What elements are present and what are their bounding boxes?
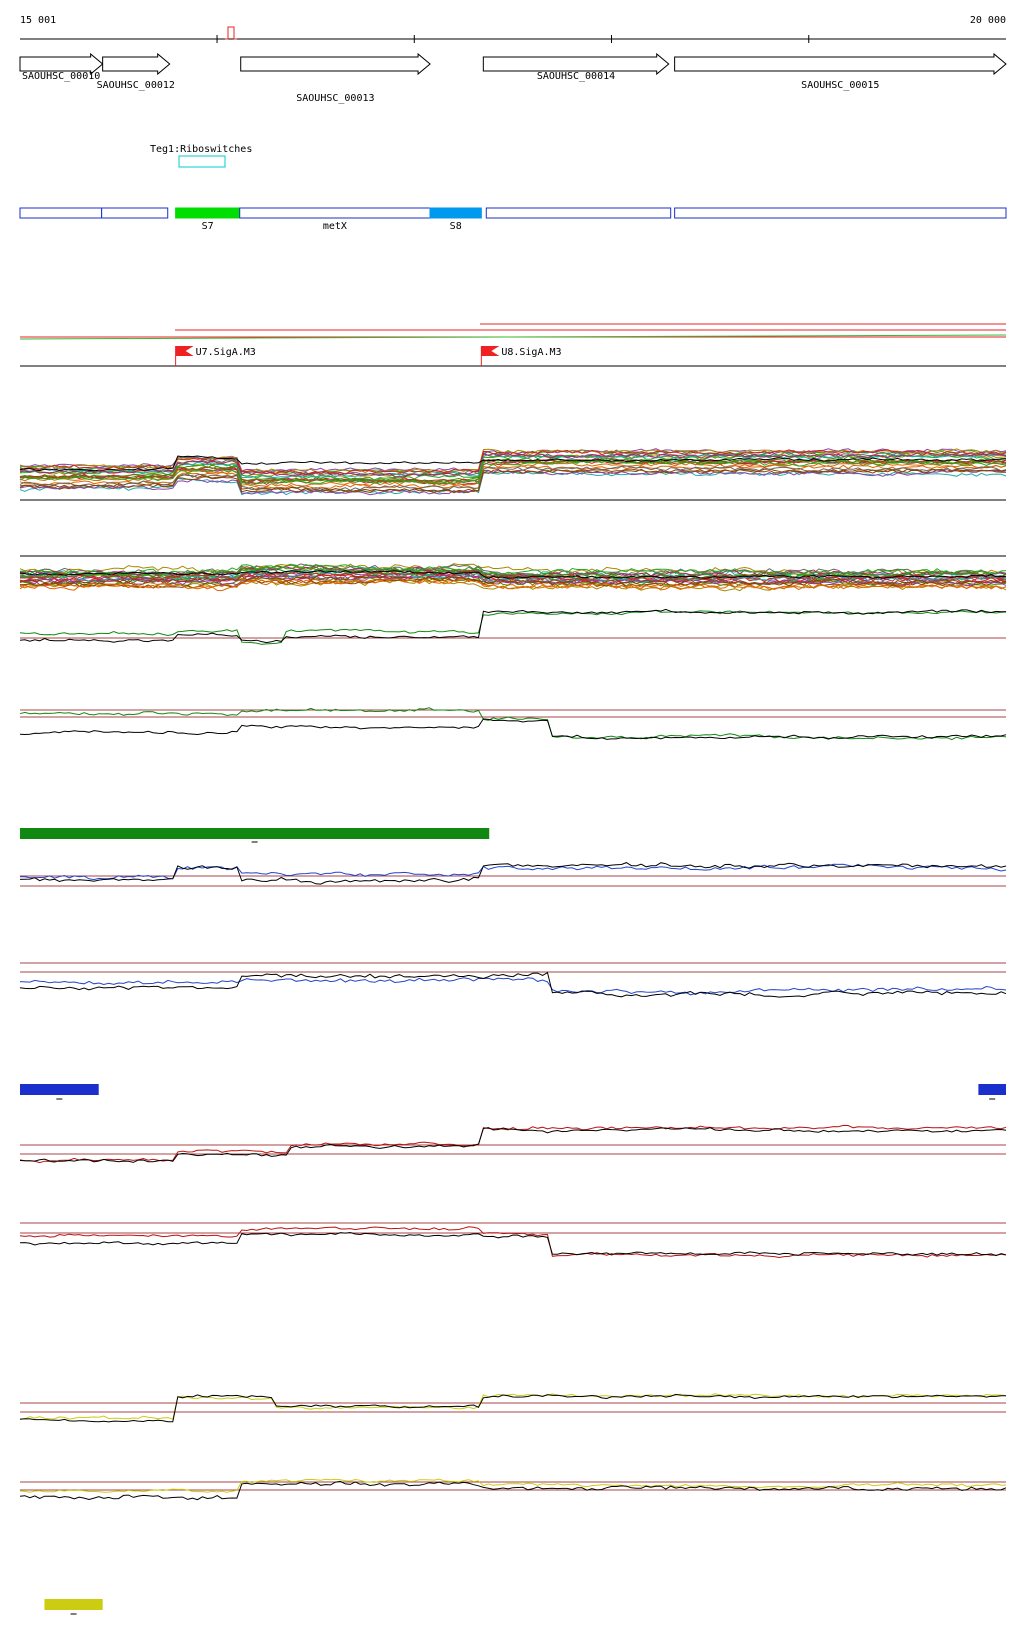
- expression-line: [19, 1393, 1007, 1420]
- segment-box[interactable]: [485, 207, 672, 219]
- ruler-marker: [225, 26, 237, 40]
- condition-bar[interactable]: [978, 1084, 1006, 1095]
- teg-label: Teg1:Riboswitches: [150, 144, 252, 155]
- ruler-ticks: [216, 35, 810, 43]
- expression-line: [19, 570, 1007, 579]
- gene-arrow[interactable]: [102, 52, 171, 76]
- expression-line: [19, 1480, 1007, 1501]
- gene-arrow[interactable]: [674, 52, 1007, 76]
- ruler-end-label: 20 000: [970, 15, 1006, 26]
- segment-box[interactable]: [175, 207, 241, 219]
- expression-line: [19, 609, 1007, 645]
- promoter-label: U7.SigA.M3: [196, 347, 256, 358]
- expression-line: [20, 569, 1007, 582]
- expression-tracks: [19, 448, 1007, 1501]
- expression-line: [19, 1226, 1007, 1259]
- gene-label: SAOUHSC_00010: [22, 71, 100, 82]
- gene-arrow[interactable]: [240, 52, 431, 76]
- expression-line: [19, 464, 1007, 490]
- expression-line: [19, 459, 1007, 485]
- condition-bars: [20, 828, 1006, 1615]
- expression-line: [19, 563, 1007, 576]
- condition-bar[interactable]: [20, 828, 490, 839]
- teg-feature-box[interactable]: [178, 155, 226, 168]
- gene-label: SAOUHSC_00014: [537, 71, 615, 82]
- expression-line: [19, 1124, 1007, 1164]
- expression-line: [19, 455, 1007, 472]
- gene-arrow[interactable]: [482, 52, 670, 76]
- expression-line: [19, 465, 1007, 491]
- promoter-label: U8.SigA.M3: [501, 347, 561, 358]
- segment-box[interactable]: [239, 207, 431, 219]
- promoter-flag-icon[interactable]: [175, 346, 194, 356]
- expression-line: [19, 1478, 1007, 1493]
- expression-line: [19, 1231, 1007, 1257]
- segment-box[interactable]: [101, 207, 169, 219]
- expression-line: [19, 971, 1007, 998]
- expression-line: [19, 573, 1007, 586]
- segment-box[interactable]: [429, 207, 482, 219]
- expression-line: [19, 1393, 1007, 1423]
- condition-bar[interactable]: [44, 1599, 103, 1610]
- gene-arrow[interactable]: [19, 52, 104, 76]
- expression-line: [19, 469, 1007, 496]
- promoter-green-line: [19, 334, 1007, 340]
- promoter-track: U7.SigA.M3 U8.SigA.M3: [19, 323, 1007, 367]
- coordinate-ruler: 15 001 20 000: [20, 15, 1006, 43]
- gene-label: SAOUHSC_00013: [296, 93, 374, 104]
- ruler-start-label: 15 001: [20, 15, 56, 26]
- expression-line: [19, 707, 1007, 741]
- promoter-flag-icon[interactable]: [481, 346, 500, 356]
- expression-line: [19, 608, 1007, 644]
- riboswitch-track: Teg1:Riboswitches: [150, 144, 252, 168]
- gene-label: SAOUHSC_00015: [801, 80, 879, 91]
- expression-line: [19, 977, 1007, 996]
- expression-line: [20, 452, 1007, 478]
- segment-label: metX: [323, 221, 347, 232]
- gene-label: SAOUHSC_00012: [97, 80, 175, 91]
- expression-line: [19, 862, 1007, 885]
- segment-label: S8: [450, 221, 462, 232]
- expression-line: [19, 1127, 1007, 1163]
- segment-box[interactable]: [19, 207, 103, 219]
- segment-label: S7: [202, 221, 214, 232]
- expression-line: [19, 718, 1007, 740]
- expression-line: [19, 458, 1007, 485]
- expression-line: [19, 449, 1007, 476]
- segmentation-track: S7 metX S8: [19, 207, 1007, 232]
- expression-line: [19, 577, 1007, 590]
- condition-bar[interactable]: [20, 1084, 99, 1095]
- segment-box[interactable]: [674, 207, 1007, 219]
- expression-line: [19, 453, 1007, 479]
- expression-line: [19, 468, 1007, 493]
